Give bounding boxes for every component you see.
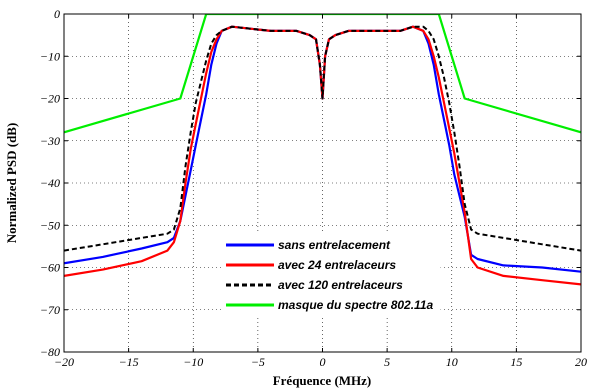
legend-label-4: masque du spectre 802.11a — [278, 298, 434, 312]
legend-label-2: avec 24 entrelaceurs — [278, 258, 396, 272]
x-tick-label: −20 — [54, 355, 74, 369]
x-tick-label: 10 — [446, 355, 458, 369]
y-tick-label: −40 — [40, 176, 60, 190]
y-tick-label: −60 — [40, 261, 60, 275]
x-tick-label: −10 — [183, 355, 203, 369]
legend-label-1: sans entrelacement — [278, 238, 391, 252]
y-tick-label: −30 — [40, 134, 60, 148]
x-tick-label: 15 — [510, 355, 522, 369]
series-line-3 — [64, 25, 581, 252]
y-tick-label: −10 — [40, 49, 60, 63]
y-tick-label: −20 — [40, 92, 60, 106]
x-tick-label: −5 — [251, 355, 265, 369]
y-tick-label: 0 — [54, 7, 60, 21]
x-tick-label: 20 — [575, 355, 587, 369]
series-layer — [64, 14, 581, 286]
legend: sans entrelacement avec 24 entrelaceurs av… — [221, 231, 441, 317]
y-tick-label: −70 — [40, 303, 60, 317]
y-axis-label: Normalized PSD (dB) — [4, 123, 19, 244]
y-tick-label: −80 — [40, 345, 60, 359]
x-tick-label: 5 — [384, 355, 390, 369]
x-tick-label: −15 — [119, 355, 139, 369]
legend-label-3: avec 120 entrelaceurs — [278, 278, 403, 292]
x-axis-label: Fréquence (MHz) — [273, 373, 372, 388]
ticks: −20 −15 −10 −5 0 5 10 15 200−10−20−30−40−50−60−7… — [40, 7, 587, 369]
series-line-4 — [64, 14, 581, 134]
x-tick-label: 0 — [320, 355, 326, 369]
y-tick-label: −50 — [40, 218, 60, 232]
